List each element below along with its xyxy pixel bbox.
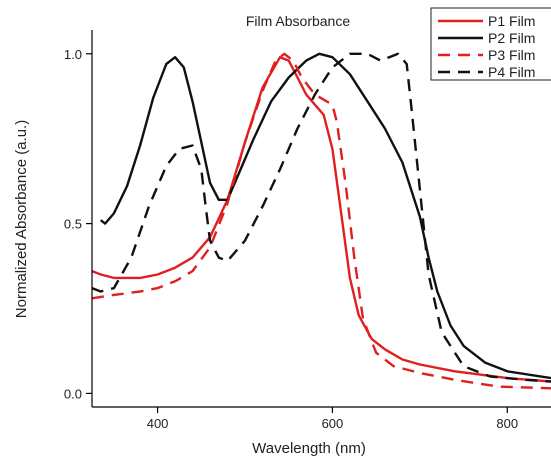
series-layer bbox=[92, 52, 551, 390]
legend-label-3: P3 Film bbox=[488, 47, 535, 63]
chart-title: Film Absorbance bbox=[246, 13, 350, 29]
series-line-4 bbox=[92, 52, 551, 383]
legend-label-2: P2 Film bbox=[488, 30, 535, 46]
series-line-2 bbox=[99, 52, 551, 380]
y-tick-label: 1.0 bbox=[64, 47, 82, 62]
series-line-3 bbox=[92, 52, 551, 390]
legend-label-4: P4 Film bbox=[488, 64, 535, 80]
x-axis-title: Wavelength (nm) bbox=[252, 440, 366, 457]
legend-label-1: P1 Film bbox=[488, 13, 535, 29]
y-tick-label: 0.0 bbox=[64, 386, 82, 401]
y-tick-label: 0.5 bbox=[64, 217, 82, 232]
ticks-layer: 400 600 800 0.0 0.5 1.0 bbox=[64, 47, 518, 431]
x-tick-label: 600 bbox=[322, 416, 344, 431]
legend-box bbox=[430, 7, 551, 81]
y-axis-title: Normalized Absorbance (a.u.) bbox=[13, 120, 30, 318]
x-tick-label: 800 bbox=[496, 416, 518, 431]
series-line-1 bbox=[92, 56, 551, 383]
x-tick-label: 400 bbox=[147, 416, 169, 431]
